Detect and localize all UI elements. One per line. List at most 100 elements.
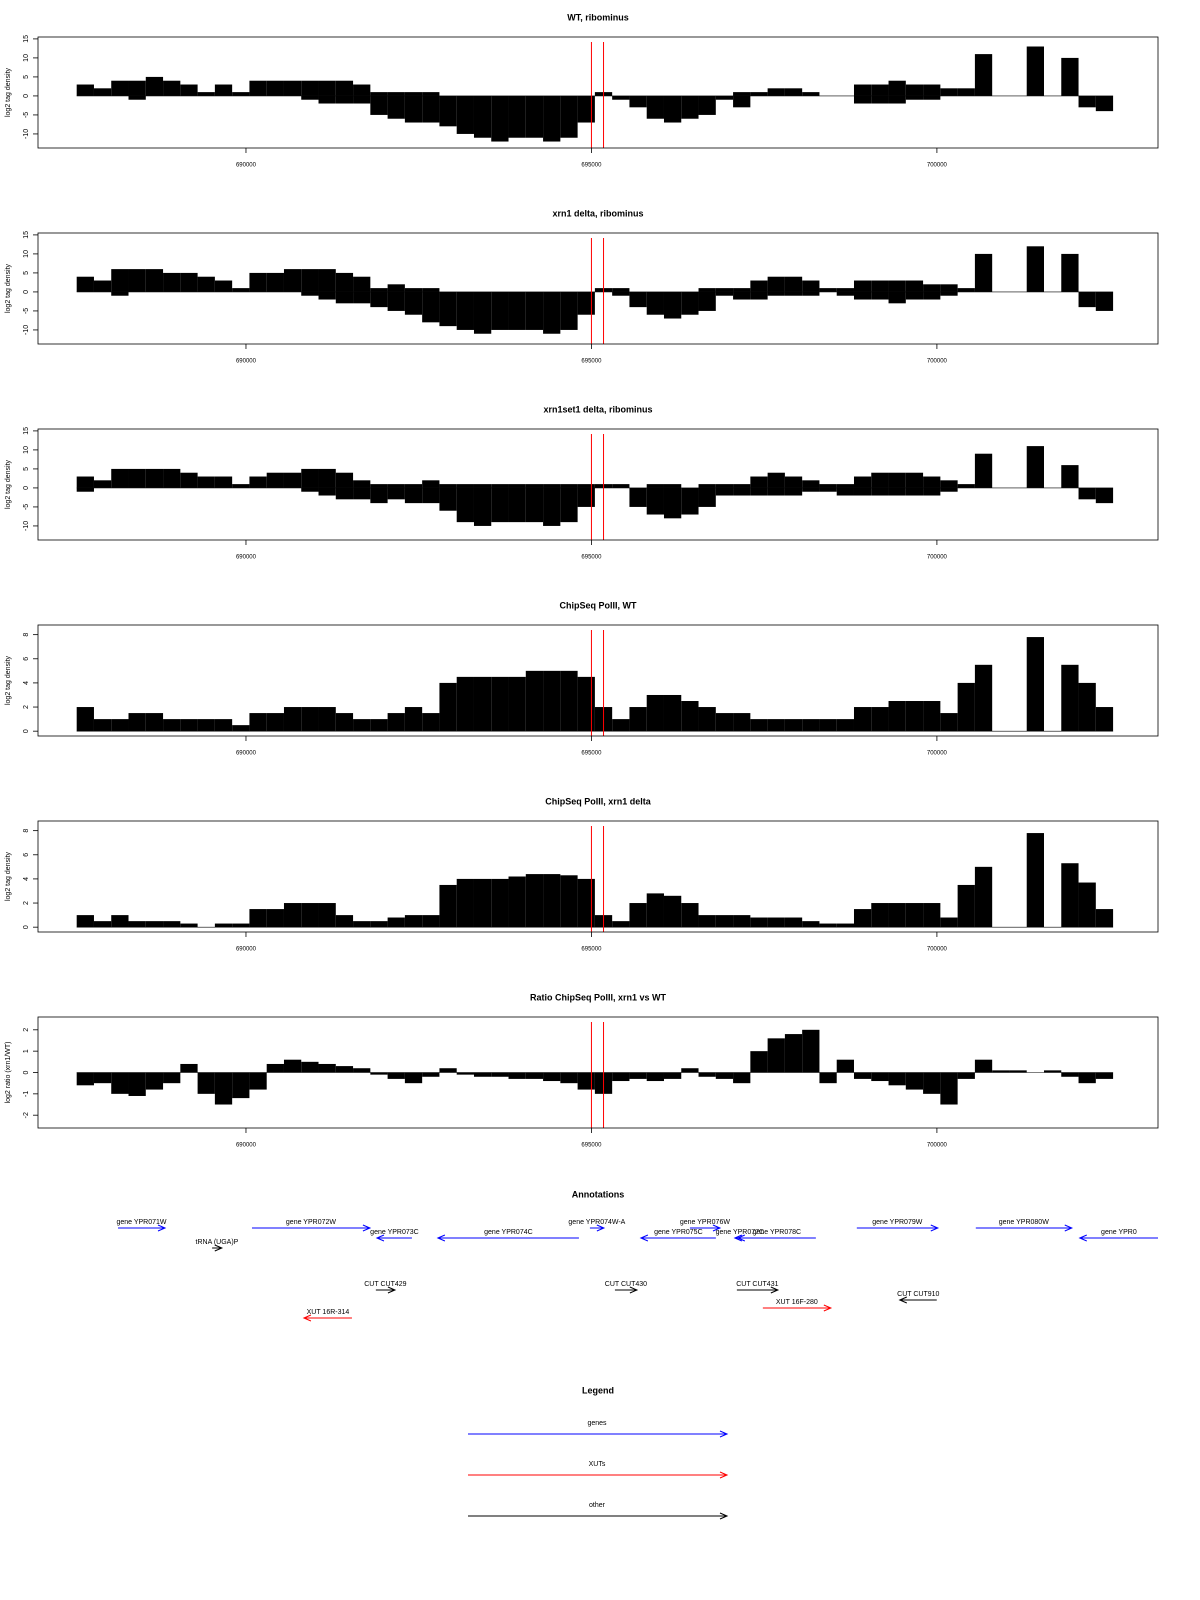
- bar: [456, 484, 474, 488]
- bar: [1061, 253, 1079, 292]
- y-tick-label: -5: [23, 308, 30, 314]
- bar: [819, 487, 837, 492]
- bar: [940, 480, 958, 488]
- bar: [111, 80, 129, 96]
- bar: [266, 713, 284, 732]
- x-tick-label: 700000: [927, 359, 948, 365]
- bar: [318, 80, 336, 96]
- bar: [663, 484, 682, 488]
- bar: [353, 84, 371, 96]
- y-tick-label: -1: [23, 1091, 30, 1097]
- bar: [473, 676, 492, 732]
- bar: [439, 1068, 457, 1073]
- bar: [145, 76, 164, 96]
- bar: [923, 487, 941, 496]
- bar: [370, 92, 388, 96]
- bar: [853, 280, 872, 292]
- feature-arrow: [118, 1224, 167, 1232]
- bar: [871, 291, 889, 300]
- bar: [750, 92, 768, 96]
- bar: [128, 713, 146, 732]
- y-tick-label: 15: [23, 231, 30, 239]
- bar: [543, 670, 561, 732]
- bar: [370, 719, 388, 732]
- y-axis-label: log2 tag density: [5, 67, 12, 117]
- bar: [577, 1072, 595, 1090]
- bar: [439, 487, 457, 511]
- y-tick-label: 5: [23, 467, 30, 471]
- bar: [663, 694, 682, 732]
- bar: [387, 92, 405, 96]
- x-tick-label: 700000: [927, 163, 948, 169]
- bar: [335, 272, 354, 292]
- bar: [214, 719, 233, 732]
- bar: [733, 291, 751, 300]
- bar: [301, 487, 319, 492]
- bar: [232, 725, 250, 732]
- x-tick-label: 690000: [236, 751, 257, 757]
- bar: [232, 484, 250, 488]
- bar: [836, 484, 854, 488]
- bar: [76, 476, 94, 488]
- bar: [940, 284, 958, 292]
- bar: [646, 95, 664, 119]
- bar: [940, 291, 958, 296]
- y-tick-label: 10: [23, 54, 30, 62]
- bar: [819, 923, 837, 928]
- bar: [301, 468, 319, 488]
- bar: [957, 484, 975, 488]
- bar: [249, 272, 267, 292]
- bar: [197, 1072, 215, 1094]
- bar: [560, 484, 578, 488]
- bar: [871, 95, 889, 104]
- bar: [888, 903, 906, 928]
- bar: [560, 95, 578, 138]
- bar: [646, 487, 664, 515]
- y-axis-label: log2 tag density: [5, 655, 12, 705]
- bar: [750, 917, 768, 928]
- bar: [76, 487, 94, 492]
- plot-frame: [37, 36, 1159, 149]
- x-tick-label: 700000: [927, 1143, 948, 1149]
- bar: [543, 95, 561, 142]
- y-tick-label: 2: [23, 705, 30, 709]
- chart-title: ChipSeq PolII, xrn1 delta: [545, 796, 652, 806]
- bar: [871, 84, 889, 96]
- bar: [111, 915, 129, 928]
- feature-arrow: [975, 1224, 1074, 1232]
- bar: [111, 269, 129, 292]
- bar: [508, 487, 526, 523]
- bar: [871, 1072, 889, 1082]
- feature-label: tRNA (UGA)P: [196, 1239, 239, 1246]
- x-tick-label: 690000: [236, 1143, 257, 1149]
- bar: [370, 1072, 388, 1075]
- bar: [301, 80, 319, 96]
- bar: [283, 1059, 302, 1073]
- feature-arrow: [375, 1234, 412, 1242]
- bar: [750, 487, 768, 496]
- bar: [923, 476, 941, 488]
- bar: [93, 921, 112, 928]
- y-tick-label: 8: [23, 633, 30, 637]
- x-tick-label: 700000: [927, 751, 948, 757]
- bar: [508, 876, 526, 928]
- bar: [940, 1072, 958, 1105]
- y-tick-label: 6: [23, 853, 30, 857]
- bar: [318, 1063, 336, 1073]
- bar: [698, 915, 716, 928]
- bar: [1095, 291, 1114, 311]
- bar: [473, 484, 492, 488]
- bar: [646, 291, 664, 315]
- bar: [836, 487, 854, 496]
- bar: [318, 95, 336, 104]
- bar: [663, 291, 682, 319]
- bar: [283, 472, 302, 488]
- bar: [612, 291, 630, 296]
- feature-arrow: [614, 1286, 639, 1294]
- bar: [681, 487, 699, 515]
- bar: [698, 95, 716, 115]
- bar: [923, 1072, 941, 1094]
- bar: [629, 487, 647, 507]
- bar: [491, 1072, 509, 1077]
